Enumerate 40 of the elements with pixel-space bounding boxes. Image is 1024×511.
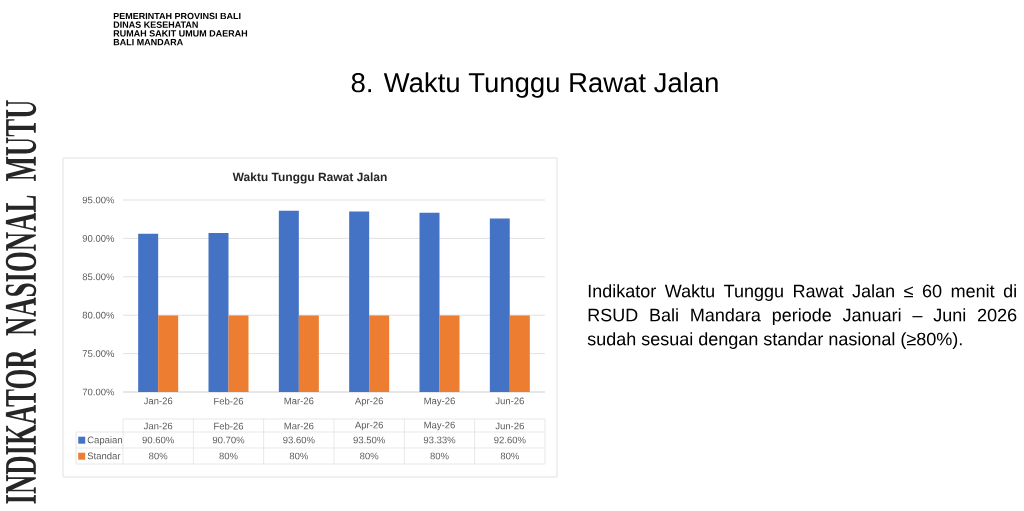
category-label: Jun-26 bbox=[495, 422, 524, 430]
y-tick-label: 80.00% bbox=[82, 311, 115, 319]
category-label: Apr-26 bbox=[354, 421, 383, 431]
text: Indikator Waktu Tunggu Rawat Jalan ≤ 60 menit di RSUD Bali Mandara periode Januari – Juni 2026 sudah sesuai dengan standar nasional (≥80%). bbox=[587, 284, 1017, 349]
y-tick-label: 95.00% bbox=[82, 196, 115, 204]
x-tick-label: Jun-26 bbox=[495, 397, 524, 405]
data-label: 80% bbox=[360, 452, 379, 460]
data-label: 92.60% bbox=[494, 436, 526, 444]
text: PEMERINTAH PROVINSI BALI bbox=[113, 12, 241, 20]
data-label: 80% bbox=[500, 452, 520, 460]
data-label: 90.60% bbox=[142, 436, 174, 444]
data-label: 80% bbox=[219, 452, 238, 460]
y-tick-label: 75.00% bbox=[82, 350, 115, 357]
x-tick-label: Jan-26 bbox=[143, 397, 173, 405]
data-label: 80% bbox=[289, 452, 309, 460]
data-label: 93.50% bbox=[353, 436, 385, 444]
category-label: Jan-26 bbox=[143, 422, 173, 430]
text: RUMAH SAKIT UMUM DAERAH bbox=[113, 30, 248, 37]
text: BALI MANDARA bbox=[113, 38, 183, 46]
text: INDIKATOR NASIONAL MUTU bbox=[5, 100, 37, 504]
data-label: 80% bbox=[430, 452, 449, 460]
data-label: 93.60% bbox=[283, 436, 315, 444]
x-tick-label: Apr-26 bbox=[354, 397, 383, 407]
data-label: 80% bbox=[149, 452, 168, 460]
y-tick-label: 90.00% bbox=[82, 235, 115, 242]
x-tick-label: Feb-26 bbox=[214, 397, 244, 405]
data-label: 90.70% bbox=[212, 436, 245, 444]
category-label: Mar-26 bbox=[284, 422, 314, 430]
category-label: May-26 bbox=[424, 421, 455, 431]
legend-label: Standar bbox=[87, 452, 121, 460]
text: DINAS KESEHATAN bbox=[113, 21, 198, 28]
x-tick-label: Mar-26 bbox=[284, 397, 314, 405]
category-label: Feb-26 bbox=[214, 422, 244, 430]
legend-label: Capaian bbox=[87, 436, 122, 446]
x-tick-label: May-26 bbox=[424, 397, 455, 407]
y-tick-label: 85.00% bbox=[82, 273, 115, 281]
chart-title: 8. Waktu Tunggu Rawat Jalan bbox=[351, 72, 718, 98]
data-label: 93.33% bbox=[423, 436, 456, 444]
y-tick-label: 70.00% bbox=[82, 388, 115, 396]
chart-subtitle: Waktu Tunggu Rawat Jalan bbox=[232, 172, 387, 184]
